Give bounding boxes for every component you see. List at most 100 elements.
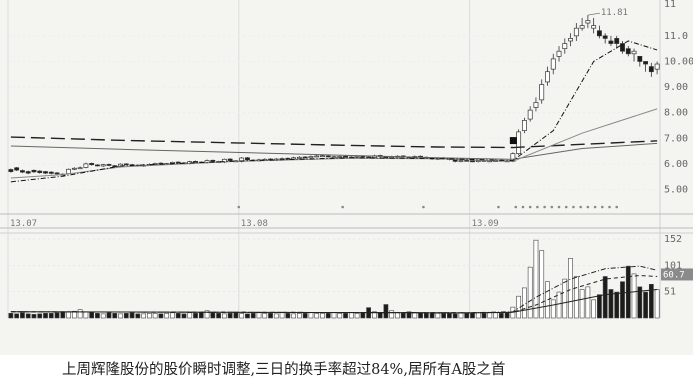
- volume-bar-down: [285, 313, 291, 319]
- volume-bar-down: [400, 313, 406, 319]
- candle-down: [470, 160, 475, 163]
- event-dot: [536, 205, 539, 209]
- volume-bar-down: [210, 312, 216, 319]
- candle-up: [314, 155, 320, 158]
- volume-bar-down: [343, 313, 348, 319]
- volume-bar-up: [164, 313, 170, 319]
- candle-down: [43, 171, 48, 174]
- candle-up: [654, 63, 660, 70]
- volume-bar-down: [602, 276, 608, 319]
- candle-down: [648, 66, 654, 73]
- candle-up: [83, 163, 89, 168]
- candle-up: [296, 156, 302, 159]
- moving-average-lines: [10, 40, 658, 183]
- candle-down: [343, 155, 348, 158]
- volume-bar-up: [354, 313, 360, 319]
- volume-bar-up: [539, 250, 545, 319]
- volume-bar-down: [637, 286, 643, 319]
- volume-bar-up: [585, 286, 591, 319]
- price-axis-label-top: 11: [664, 0, 676, 10]
- volume-bar-up: [83, 311, 89, 319]
- candle-down: [175, 161, 181, 164]
- x-axis: 13.07 13.08 13.09: [0, 213, 693, 229]
- volume-bar-down: [37, 313, 43, 319]
- volume-bar-down: [648, 283, 654, 319]
- price-axis-label: 7.00: [664, 133, 688, 144]
- volume-bar-down: [181, 313, 187, 319]
- candle-down: [25, 171, 31, 174]
- volume-bar-down: [250, 313, 256, 319]
- candle-up: [585, 20, 591, 24]
- volume-bar-up: [320, 313, 325, 319]
- volume-bar-up: [141, 313, 146, 319]
- volume-bar-down: [608, 289, 614, 319]
- candle-up: [66, 168, 72, 174]
- candle-down: [112, 165, 118, 168]
- event-dot: [564, 205, 568, 209]
- high-pointer: [587, 12, 600, 16]
- volume-bar-down: [135, 313, 141, 319]
- volume-bar-down: [123, 313, 129, 319]
- candle-down: [245, 157, 250, 161]
- price-axis-label: 9.00: [664, 82, 688, 93]
- volume-bar-down: [325, 313, 331, 319]
- volume-bar-down: [193, 313, 198, 319]
- candle-up: [77, 167, 83, 170]
- candle-down: [54, 172, 60, 175]
- price-annotations: 11.81: [237, 8, 628, 209]
- candle-down: [285, 157, 291, 160]
- candle-up: [118, 163, 123, 167]
- price-axis: 11.0 10.00 9.00 8.00 7.00 6.00 5.00 11: [664, 0, 693, 196]
- volume-bar-down: [198, 311, 204, 319]
- event-dot: [497, 205, 500, 209]
- volume-bar-up: [568, 258, 573, 319]
- event-dot: [521, 205, 525, 209]
- candle-down: [608, 40, 614, 44]
- candle-down: [637, 55, 643, 62]
- volume-axis-label: 51: [664, 287, 676, 298]
- volume-bar-down: [481, 313, 487, 319]
- volume-bar-up: [71, 310, 77, 319]
- volume-bar-up: [308, 312, 314, 319]
- volume-bar-down: [175, 313, 181, 319]
- candle-down: [625, 48, 631, 55]
- candle-up: [579, 25, 585, 29]
- volume-marker-label: 60.7: [663, 270, 685, 280]
- volume-bar-up: [522, 287, 527, 319]
- volume-bar-down: [43, 313, 48, 319]
- volume-bar-up: [279, 312, 285, 319]
- candle-up: [331, 156, 337, 159]
- volume-bar-up: [631, 273, 637, 319]
- candle-down: [48, 171, 54, 174]
- moving-average-dash-dot: [10, 40, 658, 183]
- volume-bar-up: [204, 310, 210, 319]
- volume-bar-down: [302, 313, 308, 319]
- event-dot: [608, 205, 611, 209]
- candle-down: [620, 43, 625, 52]
- candle-down: [464, 159, 470, 162]
- volume-bar-up: [239, 313, 245, 319]
- candle-down: [106, 164, 112, 166]
- event-dot: [237, 205, 241, 209]
- volume-bar-down: [14, 313, 20, 319]
- volume-bar-up: [337, 313, 343, 319]
- price-axis-label: 10.00: [664, 56, 693, 67]
- price-axis-label: 5.00: [664, 185, 688, 196]
- volume-bar-down: [643, 291, 648, 319]
- price-axis-label: 6.00: [664, 159, 688, 170]
- candle-up: [100, 164, 106, 167]
- candle-down: [325, 155, 331, 158]
- volume-bar-up: [348, 312, 354, 319]
- volume-bar-down: [158, 313, 164, 319]
- candle-down: [89, 163, 95, 166]
- volume-bar-down: [227, 313, 233, 319]
- article-caption: 上周辉隆股份的股价瞬时调整,三日的换手率超过84%,居所有A股之首: [0, 355, 693, 385]
- candle-down: [8, 169, 14, 172]
- volume-bar-up: [654, 289, 660, 319]
- candle-down: [37, 170, 43, 173]
- volume-bar-up: [372, 311, 377, 319]
- volume-bars: [8, 239, 660, 319]
- volume-bar-up: [314, 313, 320, 319]
- volume-bar-down: [441, 313, 447, 319]
- volume-bar-up: [550, 299, 556, 319]
